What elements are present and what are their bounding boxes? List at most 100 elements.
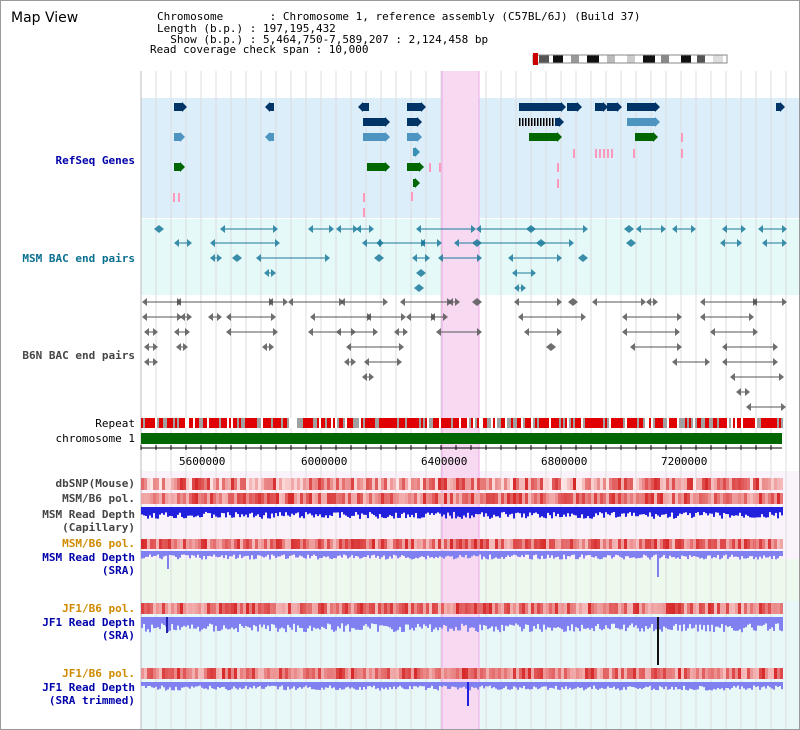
b6n-bac-pair xyxy=(436,328,482,336)
b6n-bac-pair xyxy=(746,403,786,411)
gene-feature xyxy=(413,147,420,157)
axis-tick-label: 6400000 xyxy=(421,455,468,468)
msm-bac-pair xyxy=(264,269,276,277)
gene-feature xyxy=(776,102,785,112)
msm-bac-pair xyxy=(256,254,330,262)
b6n-bac-pair xyxy=(730,373,784,381)
dbsnp-track-label: dbSNP(Mouse) xyxy=(55,477,135,490)
msm-b6-pol-heatmap-1 xyxy=(141,493,783,504)
b6n-bac-pair xyxy=(362,373,374,381)
b6n-bac-pair xyxy=(394,328,408,336)
b6n-bac-pair xyxy=(630,343,682,351)
b6n-bac-pair xyxy=(524,328,562,336)
msm-bac-pair xyxy=(420,239,442,247)
b6n-bac-pair xyxy=(752,298,787,306)
b6n-bac-pair xyxy=(722,358,778,366)
b6n-bac-pair xyxy=(700,298,758,306)
gene-feature xyxy=(635,132,658,142)
b6n-bac-pair xyxy=(622,313,682,321)
b6n-bac-pair xyxy=(700,313,754,321)
msm-bac-pair xyxy=(514,284,526,292)
msm-depth-capillary-bars xyxy=(141,507,783,519)
b6n-bac-pair xyxy=(144,328,158,336)
b6n-bac-pair xyxy=(622,328,680,336)
jf1-depth-sra-label: JF1 Read Depth (SRA) xyxy=(42,616,135,642)
msm-depth-capillary-label: MSM Read Depth (Capillary) xyxy=(42,508,135,534)
length-info: Length (b.p.) : 197,195,432 xyxy=(157,22,336,35)
chromosome-track-label: chromosome 1 xyxy=(55,432,135,445)
msm-bac-pair xyxy=(174,239,192,247)
b6n-bac-pair xyxy=(346,343,404,351)
gene-feature xyxy=(627,102,660,112)
gene-feature xyxy=(358,102,369,112)
b6n-bac-pair xyxy=(364,358,402,366)
jf1-b6-pol-label-2: JF1/B6 pol. xyxy=(62,667,135,680)
repeat-track xyxy=(141,418,783,428)
b6n-bac-pair xyxy=(592,298,646,306)
gene-feature xyxy=(407,117,422,127)
jf1-depth-sra-bars xyxy=(141,617,783,665)
msm-bac-pair xyxy=(356,225,374,233)
msm-bac-pair xyxy=(220,225,278,233)
gene-feature xyxy=(529,132,562,142)
page-title: Map View xyxy=(11,10,79,26)
b6n-bac-pair xyxy=(174,328,190,336)
msm-bac-pair xyxy=(416,269,426,277)
msm-bac-pair xyxy=(536,239,574,247)
axis-tick-label: 5600000 xyxy=(179,455,226,468)
msm-bac-track-label: MSM BAC end pairs xyxy=(22,252,135,265)
gene-feature xyxy=(407,102,426,112)
chromosome-ideogram[interactable] xyxy=(531,53,731,65)
b6n-bac-pair xyxy=(226,313,276,321)
gene-feature xyxy=(567,102,582,112)
msm-bac-pair xyxy=(512,269,536,277)
msm-bac-pair xyxy=(412,254,430,262)
b6n-bac-pair xyxy=(448,298,460,306)
msm-b6-pol-heatmap-2 xyxy=(141,539,783,549)
coordinate-axis xyxy=(140,445,782,450)
b6n-bac-pair xyxy=(180,313,192,321)
gene-feature xyxy=(519,118,554,126)
b6n-bac-pair xyxy=(514,298,562,306)
gene-feature xyxy=(367,162,390,172)
b6n-bac-pair xyxy=(472,298,482,306)
b6n-bac-pair xyxy=(144,358,158,366)
refseq-track-label: RefSeq Genes xyxy=(55,154,135,167)
msm-depth-sra-label: MSM Read Depth (SRA) xyxy=(42,551,135,577)
gene-feature xyxy=(363,117,390,127)
gene-feature xyxy=(363,132,390,142)
b6n-bac-pair xyxy=(430,313,448,321)
gene-feature xyxy=(265,102,274,112)
axis-tick-label: 7200000 xyxy=(661,455,708,468)
gene-feature xyxy=(174,102,187,112)
msm-bac-pair xyxy=(438,254,482,262)
msm-bac-pair xyxy=(414,284,424,292)
gene-feature xyxy=(607,102,622,112)
b6n-bac-pair xyxy=(344,358,356,366)
gene-feature xyxy=(595,102,608,112)
gene-feature xyxy=(407,132,422,142)
msm-bac-pair xyxy=(232,254,242,262)
b6n-bac-track-label: B6N BAC end pairs xyxy=(22,349,135,362)
gene-feature xyxy=(265,132,274,142)
msm-bac-pair xyxy=(154,225,164,233)
b6n-bac-pair xyxy=(736,388,750,396)
refseq-pink-marks xyxy=(173,133,683,217)
b6n-bac-pair xyxy=(546,343,556,351)
axis-tick-label: 6800000 xyxy=(541,455,588,468)
b6n-bac-pair xyxy=(366,313,406,321)
msm-bac-pair xyxy=(626,239,636,247)
msm-bac-pair xyxy=(578,254,588,262)
gene-feature xyxy=(555,117,564,127)
gene-feature xyxy=(407,162,424,172)
dbsnp-heatmap xyxy=(141,478,783,490)
b6n-bac-pair xyxy=(672,358,710,366)
jf1-depth-trimmed-label: JF1 Read Depth (SRA trimmed) xyxy=(42,681,135,707)
msm-depth-sra-bars xyxy=(141,551,783,577)
gene-feature xyxy=(413,178,420,188)
msm-bac-pair xyxy=(526,225,588,233)
chromosome-info: Chromosome : Chromosome 1, reference ass… xyxy=(157,10,641,23)
